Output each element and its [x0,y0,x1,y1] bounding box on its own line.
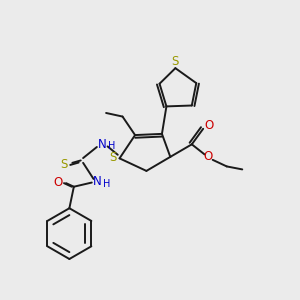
Text: S: S [109,151,117,164]
Text: H: H [103,179,110,189]
Text: O: O [205,119,214,132]
Text: S: S [172,55,179,68]
Text: H: H [108,141,116,152]
Text: S: S [60,158,68,171]
Text: N: N [93,175,101,188]
Text: O: O [54,176,63,189]
Text: N: N [98,137,106,151]
Text: O: O [204,150,213,164]
